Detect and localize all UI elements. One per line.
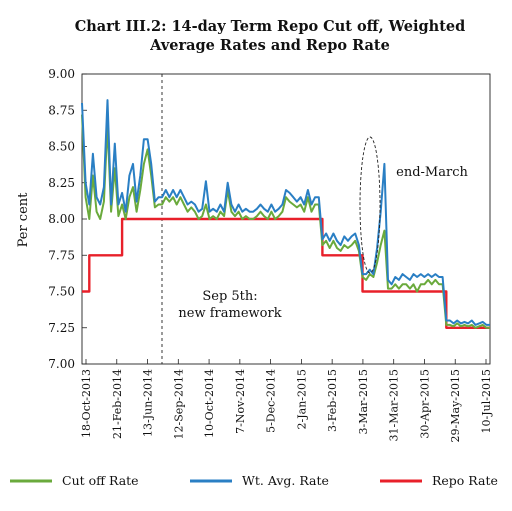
legend-label-repo-rate: Repo Rate [432,473,498,488]
x-tick-label: 21-Feb-2014 [111,369,124,439]
y-tick-label: 8.75 [48,103,75,117]
x-tick-label: 13-Jun-2014 [142,369,155,437]
x-tick-label: 3-Feb-2015 [326,369,339,432]
y-tick-label: 7.25 [48,321,75,335]
y-tick-label: 7.00 [48,357,75,371]
y-tick-label: 8.25 [48,176,75,190]
x-tick-label: 12-Sep-2014 [172,369,185,440]
chart-title-line-2: Average Rates and Repo Rate [149,37,390,54]
framework-annotation-line-1: Sep 5th: [202,289,257,304]
x-tick-label: 10-Jul-2015 [480,369,493,433]
y-axis: 9.00 8.75 8.50 8.25 8.00 7.75 7.50 7.25 7.00 [48,67,87,371]
y-tick-label: 7.50 [48,285,75,299]
x-tick-label: 10-Oct-2014 [203,369,216,438]
y-axis-label: Per cent [16,192,31,248]
x-tick-label: 2-Jan-2015 [295,369,308,429]
end-march-annotation: end-March [396,165,468,180]
legend: Cut off Rate Wt. Avg. Rate Repo Rate [10,473,498,488]
legend-label-wt-avg-rate: Wt. Avg. Rate [242,473,329,488]
x-tick-label: 18-Oct-2013 [80,369,93,438]
y-tick-label: 8.00 [48,212,75,226]
x-tick-label: 5-Dec-2014 [265,369,278,433]
framework-annotation-line-2: new framework [178,306,281,321]
series-line-wt-avg-rate [81,99,490,326]
series-lines [81,99,490,329]
x-tick-label: 29-May-2015 [449,369,462,442]
series-line-cut-off-rate [81,114,490,329]
end-march-highlight-ellipse [359,136,381,274]
x-tick-label: 31-Mar-2015 [388,369,401,442]
chart-title-line-1: Chart III.2: 14-day Term Repo Cut off, W… [75,18,466,35]
x-tick-label: 7-Nov-2014 [234,369,247,434]
x-tick-label: 30-Apr-2015 [418,369,431,439]
y-tick-label: 9.00 [48,67,75,81]
x-tick-label: 3-Mar-2015 [357,369,370,435]
y-tick-label: 8.50 [48,140,75,154]
legend-label-cut-off-rate: Cut off Rate [62,473,139,488]
x-axis: 18-Oct-2013 21-Feb-2014 13-Jun-2014 12-Sep-… [80,359,493,442]
y-tick-label: 7.75 [48,248,75,262]
